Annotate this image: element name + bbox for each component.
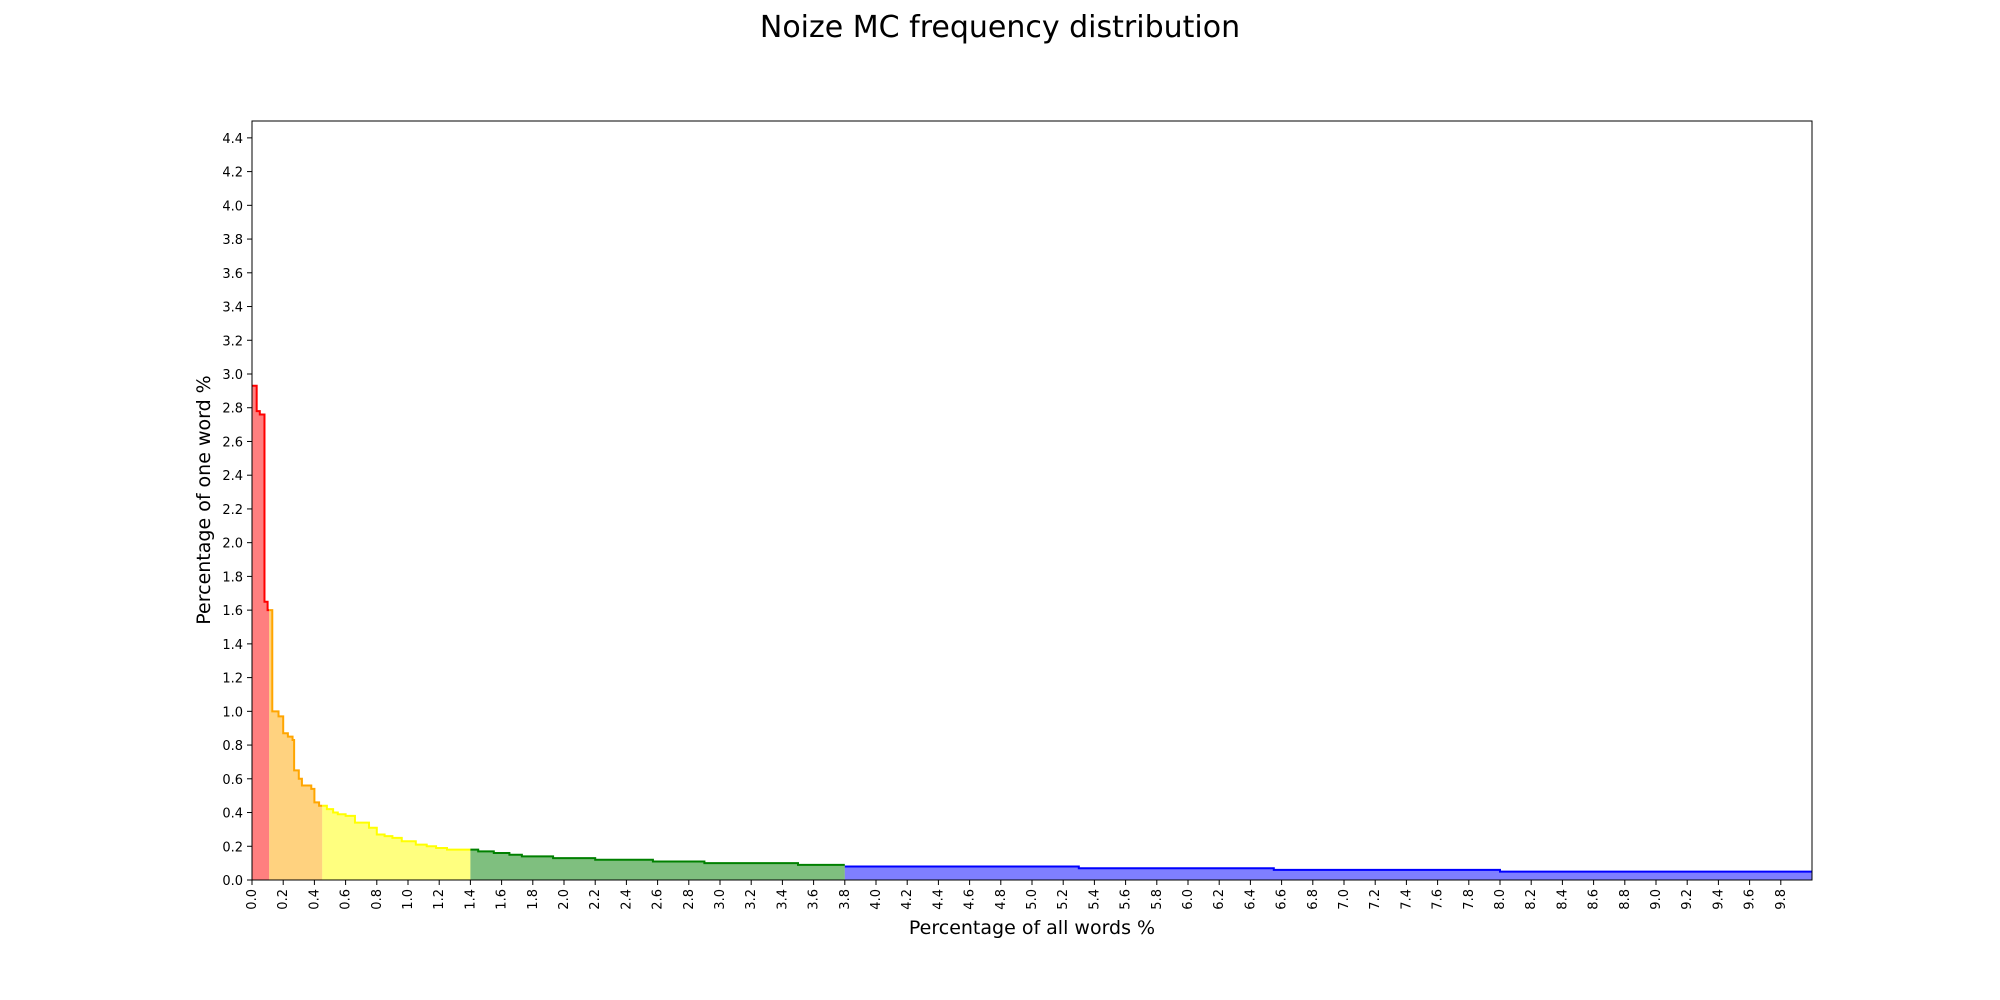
y-tick-label: 3.8 bbox=[222, 233, 243, 248]
x-tick-label: 2.0 bbox=[557, 889, 572, 910]
x-axis: 0.0 0.2 0.4 0.6 0.8 1.0 1.2 1.4 1.6 1.8 2.0 2.2 2.4 2… bbox=[245, 880, 1789, 910]
x-tick-label: 9.0 bbox=[1649, 889, 1664, 910]
x-tick-label: 0.6 bbox=[339, 889, 354, 910]
plot-frame bbox=[251, 120, 1813, 881]
y-tick-label: 0.0 bbox=[222, 874, 243, 889]
x-tick-label: 2.4 bbox=[619, 889, 634, 910]
x-tick-label: 6.4 bbox=[1243, 889, 1258, 910]
y-tick-label: 3.6 bbox=[222, 267, 243, 282]
x-tick-label: 6.2 bbox=[1212, 889, 1227, 910]
x-tick-label: 5.8 bbox=[1150, 889, 1165, 910]
y-axis: 0.0 0.2 0.4 0.6 0.8 1.0 1.2 1.4 1.6 1.8 2.0 2.2 2.4 2… bbox=[222, 132, 252, 889]
x-tick-label: 9.6 bbox=[1743, 889, 1758, 910]
x-tick-label: 1.4 bbox=[463, 889, 478, 910]
x-tick-label: 4.2 bbox=[900, 889, 915, 910]
x-tick-label: 5.2 bbox=[1056, 889, 1071, 910]
series-1-area bbox=[269, 610, 323, 880]
x-tick-label: 3.0 bbox=[713, 889, 728, 910]
y-tick-label: 0.2 bbox=[222, 840, 243, 855]
x-tick-label: 9.4 bbox=[1711, 889, 1726, 910]
x-tick-label: 1.8 bbox=[526, 889, 541, 910]
x-axis-label: Percentage of all words % bbox=[909, 917, 1155, 939]
x-tick-label: 0.2 bbox=[276, 889, 291, 910]
series-0-line bbox=[252, 384, 270, 612]
x-tick-label: 1.6 bbox=[495, 889, 510, 910]
x-tick-label: 0.8 bbox=[370, 889, 385, 910]
x-tick-label: 7.0 bbox=[1337, 889, 1352, 910]
x-tick-label: 7.2 bbox=[1368, 889, 1383, 910]
x-tick-label: 8.4 bbox=[1555, 889, 1570, 910]
x-tick-label: 3.8 bbox=[838, 889, 853, 910]
y-tick-label: 3.2 bbox=[222, 334, 243, 349]
y-tick-label: 2.2 bbox=[222, 503, 243, 518]
x-tick-label: 3.4 bbox=[775, 889, 790, 910]
chart-title: Noize MC frequency distribution bbox=[759, 10, 1241, 45]
x-tick-label: 7.8 bbox=[1462, 889, 1477, 910]
x-tick-label: 8.6 bbox=[1587, 889, 1602, 910]
y-tick-label: 1.0 bbox=[222, 705, 243, 720]
x-tick-label: 8.0 bbox=[1493, 889, 1508, 910]
x-tick-label: 9.2 bbox=[1680, 889, 1695, 910]
y-tick-label: 4.2 bbox=[222, 166, 243, 181]
series-4-area bbox=[844, 866, 1812, 880]
y-tick-label: 3.0 bbox=[222, 368, 243, 383]
x-tick-label: 4.0 bbox=[869, 889, 884, 910]
x-tick-label: 4.4 bbox=[931, 889, 946, 910]
x-tick-label: 5.0 bbox=[1025, 889, 1040, 910]
x-tick-label: 3.6 bbox=[807, 889, 822, 910]
y-tick-label: 4.0 bbox=[222, 199, 243, 214]
y-axis-label: Percentage of one word % bbox=[193, 375, 215, 624]
x-tick-label: 5.4 bbox=[1087, 889, 1102, 910]
series-2-line bbox=[322, 804, 471, 851]
y-tick-label: 2.4 bbox=[222, 469, 243, 484]
y-tick-label: 0.8 bbox=[222, 739, 243, 754]
y-tick-label: 0.4 bbox=[222, 807, 243, 822]
x-tick-label: 6.0 bbox=[1181, 889, 1196, 910]
x-tick-label: 4.8 bbox=[994, 889, 1009, 910]
x-tick-label: 2.2 bbox=[588, 889, 603, 910]
x-tick-label: 7.4 bbox=[1399, 889, 1414, 910]
x-tick-label: 1.0 bbox=[401, 889, 416, 910]
y-tick-label: 2.8 bbox=[222, 402, 243, 417]
series-3-area bbox=[470, 849, 845, 880]
x-tick-label: 3.2 bbox=[744, 889, 759, 910]
y-tick-label: 2.6 bbox=[222, 435, 243, 450]
x-tick-label: 5.6 bbox=[1119, 889, 1134, 910]
series-4-line bbox=[844, 865, 1812, 873]
x-tick-label: 2.8 bbox=[682, 889, 697, 910]
series-2-area bbox=[322, 805, 471, 880]
x-tick-label: 8.8 bbox=[1618, 889, 1633, 910]
y-tick-label: 1.8 bbox=[222, 570, 243, 585]
series-layer bbox=[252, 384, 1812, 880]
y-tick-label: 4.4 bbox=[222, 132, 243, 147]
x-tick-label: 6.6 bbox=[1275, 889, 1290, 910]
y-tick-label: 3.4 bbox=[222, 301, 243, 316]
series-0-area bbox=[252, 385, 270, 880]
x-tick-label: 0.0 bbox=[245, 889, 260, 910]
x-tick-label: 2.6 bbox=[651, 889, 666, 910]
y-tick-label: 2.0 bbox=[222, 537, 243, 552]
series-1-line bbox=[269, 609, 323, 807]
x-tick-label: 8.2 bbox=[1524, 889, 1539, 910]
x-tick-label: 1.2 bbox=[432, 889, 447, 910]
x-tick-label: 4.6 bbox=[963, 889, 978, 910]
y-tick-label: 1.6 bbox=[222, 604, 243, 619]
x-tick-label: 9.8 bbox=[1774, 889, 1789, 910]
x-tick-label: 7.6 bbox=[1431, 889, 1446, 910]
y-tick-label: 1.4 bbox=[222, 638, 243, 653]
x-tick-label: 6.8 bbox=[1306, 889, 1321, 910]
series-3-line bbox=[470, 848, 845, 866]
y-tick-label: 1.2 bbox=[222, 672, 243, 687]
x-tick-label: 0.4 bbox=[307, 889, 322, 910]
y-tick-label: 0.6 bbox=[222, 773, 243, 788]
